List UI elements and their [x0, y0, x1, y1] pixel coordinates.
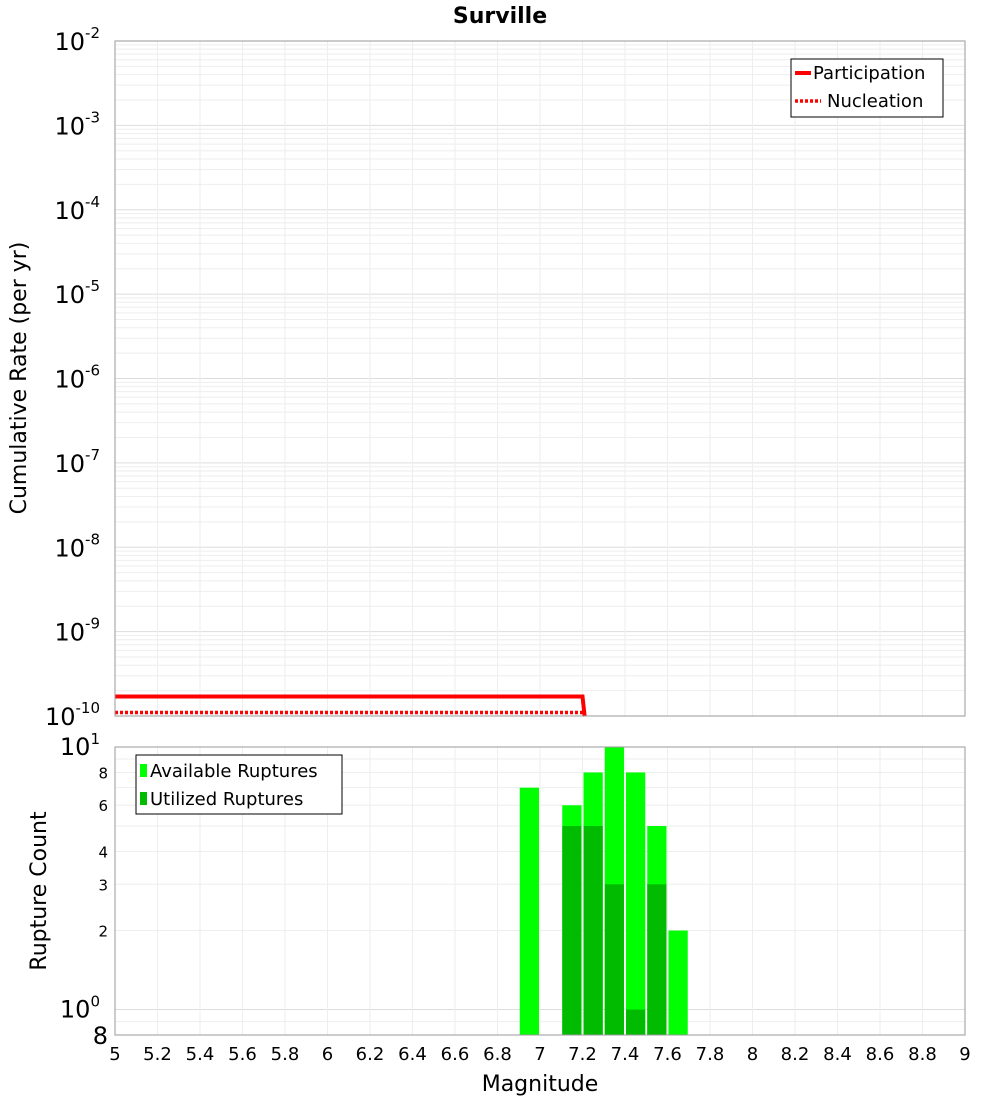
magnitude-x-tick-label: 7.4 [611, 1044, 640, 1065]
magnitude-x-ticks: 5 5.2 5.4 5.6 5.8 6 6.2 6.4 6.6 6.8 7 7.2 7.4 7.6 7.8 8… [109, 1044, 970, 1065]
magnitude-x-tick-label: 7.2 [568, 1044, 597, 1065]
count-y-tick-label: 6 [98, 797, 108, 815]
count-legend: Available Ruptures Utilized Ruptures [135, 754, 343, 815]
rate-legend: Participation Nucleation [790, 58, 944, 118]
rate-y-tick-label: 10-3 [54, 108, 100, 140]
magnitude-x-tick-label: 5.6 [228, 1044, 257, 1065]
rate-y-tick-label: 10-5 [54, 277, 100, 309]
nucleation-line [115, 710, 587, 717]
available-legend-swatch [140, 764, 147, 777]
utilized-rupture-bar [562, 826, 582, 1035]
count-y-tick-label: 2 [98, 923, 108, 941]
count-y-tick-label: 3 [98, 876, 108, 894]
rate-y-axis-title: Cumulative Rate (per yr) [7, 242, 32, 515]
magnitude-x-tick-label: 8.4 [823, 1044, 852, 1065]
rate-y-tick-label: 10-2 [54, 24, 100, 56]
magnitude-x-tick-label: 5.2 [143, 1044, 172, 1065]
count-y-tick-label: 8 [98, 764, 108, 782]
magnitude-x-tick-label: 8 [747, 1044, 758, 1065]
count-y-tick-label: 100 [60, 993, 100, 1024]
magnitude-x-tick-label: 7.6 [653, 1044, 682, 1065]
magnitude-x-tick-label: 8.2 [781, 1044, 810, 1065]
rate-series [115, 694, 587, 717]
magnitude-x-tick-label: 6.4 [398, 1044, 427, 1065]
rate-y-tick-label: 10-8 [54, 530, 100, 562]
rate-y-tick-label: 10-7 [54, 446, 100, 478]
utilized-legend-swatch [140, 792, 147, 805]
count-y-tick-label: 101 [60, 730, 100, 761]
rate-y-tick-label: 10-6 [54, 362, 100, 394]
participation-line [115, 694, 587, 717]
magnitude-x-tick-label: 5.8 [271, 1044, 300, 1065]
rate-y-tick-label: 10-4 [54, 193, 100, 225]
available-rupture-bar [668, 930, 688, 1035]
magnitude-x-tick-label: 8.6 [866, 1044, 895, 1065]
magnitude-x-tick-label: 6.6 [441, 1044, 470, 1065]
participation-legend-label: Participation [813, 63, 925, 84]
utilized-legend-label: Utilized Ruptures [150, 789, 303, 810]
utilized-rupture-bar [647, 884, 667, 1035]
magnitude-x-axis-title: Magnitude [482, 1072, 599, 1097]
magnitude-x-tick-label: 5 [109, 1044, 120, 1065]
utilized-rupture-bar [626, 1009, 646, 1035]
magnitude-x-tick-label: 9 [959, 1044, 970, 1065]
available-rupture-bar [519, 787, 539, 1035]
available-rupture-bar [626, 772, 646, 1035]
utilized-rupture-bar [583, 826, 603, 1035]
magnitude-x-tick-label: 6.2 [356, 1044, 385, 1065]
rate-plot-frame [114, 40, 966, 717]
rate-y-tick-label: 10-10 [45, 699, 100, 731]
count-y-tick-label: 4 [98, 843, 108, 861]
rate-y-ticks: 10-2 10-3 10-4 10-5 10-6 10-7 10-8 10-9 10-10 [45, 24, 100, 731]
count-plot-frame [114, 746, 966, 1036]
magnitude-x-tick-label: 5.4 [186, 1044, 215, 1065]
utilized-rupture-bar [604, 884, 624, 1035]
rate-grid [114, 41, 966, 717]
nucleation-legend-label: Nucleation [827, 91, 923, 112]
magnitude-x-tick-label: 6.8 [483, 1044, 512, 1065]
magnitude-x-tick-label: 6 [322, 1044, 333, 1065]
chart-title: Surville [453, 4, 547, 29]
magnitude-x-tick-label: 7.8 [696, 1044, 725, 1065]
count-y-tick-label: 8 [93, 1022, 108, 1050]
count-y-axis-title: Rupture Count [27, 811, 52, 971]
count-legend-box [135, 754, 343, 815]
magnitude-x-tick-label: 8.8 [908, 1044, 937, 1065]
rate-legend-box [790, 58, 944, 118]
available-legend-label: Available Ruptures [150, 761, 318, 782]
rate-panel: 10-2 10-3 10-4 10-5 10-6 10-7 10-8 10-9 10-10 Cu… [7, 24, 966, 731]
count-bars [519, 747, 688, 1035]
magnitude-x-tick-label: 7 [534, 1044, 545, 1065]
rate-y-tick-label: 10-9 [54, 615, 100, 647]
